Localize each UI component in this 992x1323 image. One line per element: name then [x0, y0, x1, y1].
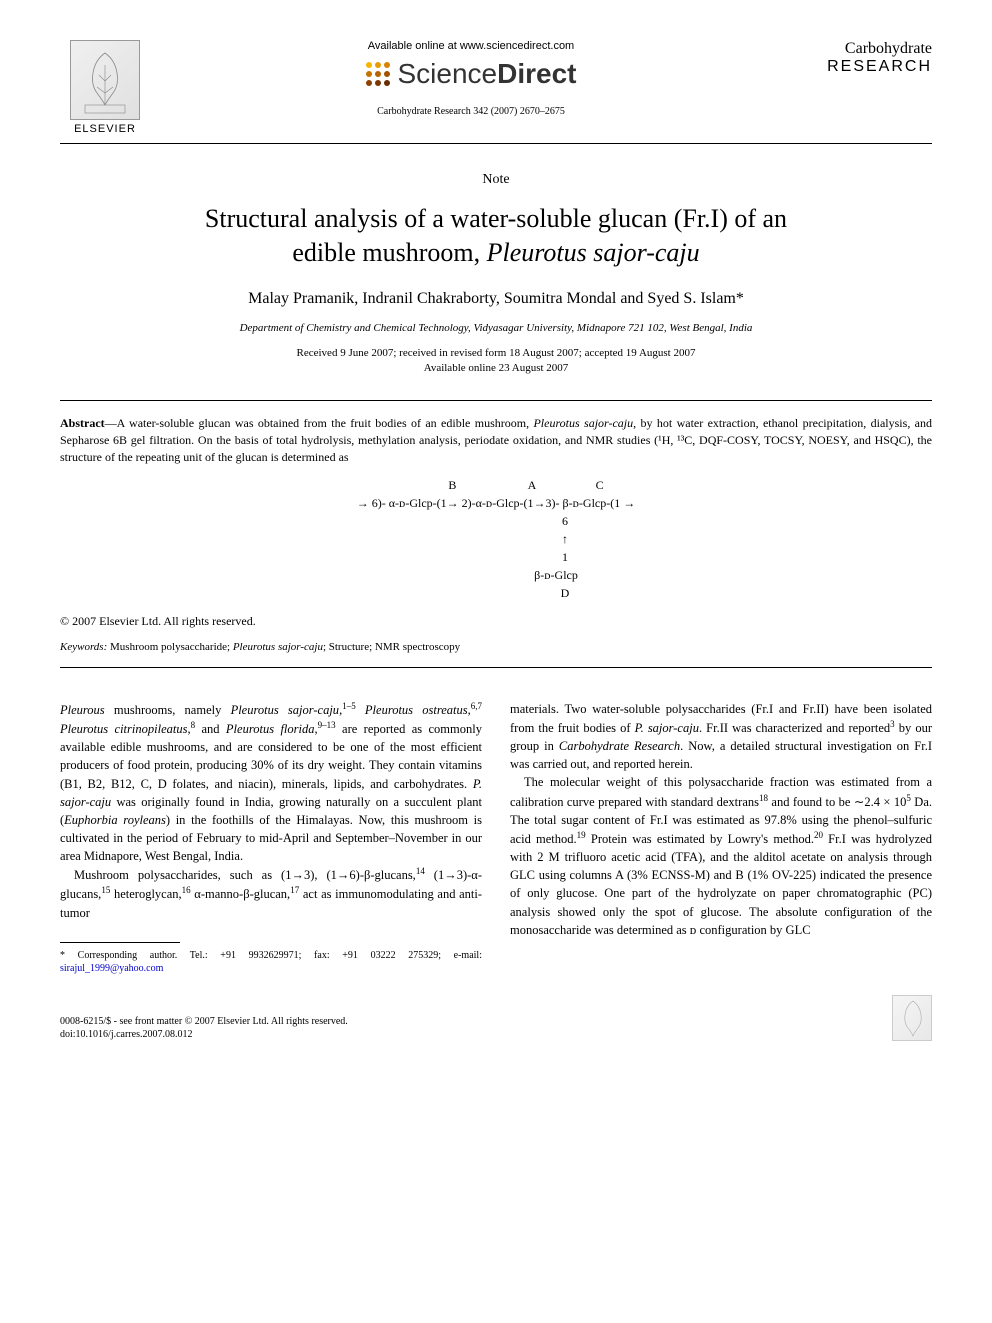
- structure-diagram: B A C → 6)- α-ᴅ-Glcp-(1→ 2)-α-ᴅ-Glcp-(1→…: [60, 476, 932, 602]
- struct-bottom: β-ᴅ-Glcp: [414, 568, 578, 582]
- dates-line1: Received 9 June 2007; received in revise…: [297, 347, 696, 359]
- article-type-label: Note: [60, 172, 932, 188]
- sd-dot: [375, 80, 381, 86]
- sd-dot: [375, 62, 381, 68]
- available-online-text: Available online at www.sciencedirect.co…: [368, 40, 574, 52]
- sd-dot: [366, 62, 372, 68]
- body-columns: Pleurous mushrooms, namely Pleurotus saj…: [60, 700, 932, 975]
- right-column: materials. Two water-soluble polysacchar…: [510, 700, 932, 975]
- keywords-block: Keywords: Mushroom polysaccharide; Pleur…: [60, 641, 932, 653]
- sd-dot: [366, 80, 372, 86]
- corresponding-author-footnote: * Corresponding author. Tel.: +91 993262…: [60, 949, 482, 975]
- abstract-block: Abstract—A water-soluble glucan was obta…: [60, 415, 932, 465]
- divider: [60, 667, 932, 668]
- keywords-label: Keywords:: [60, 641, 107, 653]
- body-paragraph: Pleurous mushrooms, namely Pleurotus saj…: [60, 700, 482, 865]
- copyright-line: © 2007 Elsevier Ltd. All rights reserved…: [60, 614, 932, 629]
- footnote-separator: [60, 942, 180, 943]
- divider: [60, 400, 932, 401]
- body-paragraph: materials. Two water-soluble polysacchar…: [510, 700, 932, 774]
- sd-brand-part1: Science: [398, 58, 498, 89]
- left-column: Pleurous mushrooms, namely Pleurotus saj…: [60, 700, 482, 975]
- struct-6: 6: [424, 514, 568, 528]
- keywords-species: Pleurotus sajor-caju: [233, 641, 323, 653]
- elsevier-small-logo: [892, 995, 932, 1041]
- abstract-label: Abstract: [60, 416, 105, 430]
- journal-reference: Carbohydrate Research 342 (2007) 2670–26…: [377, 106, 565, 117]
- dates-line2: Available online 23 August 2007: [424, 362, 569, 374]
- struct-arrow: ↑: [424, 532, 568, 546]
- sciencedirect-text: ScienceDirect: [398, 58, 577, 90]
- publisher-block: ELSEVIER: [60, 40, 150, 135]
- page-footer: 0008-6215/$ - see front matter © 2007 El…: [60, 995, 932, 1041]
- struct-d: D: [423, 586, 570, 600]
- keywords-pre: Mushroom polysaccharide;: [107, 641, 233, 653]
- abstract-text-pre: —A water-soluble glucan was obtained fro…: [105, 416, 534, 430]
- tree-icon: [75, 45, 135, 115]
- journal-title-word2: RESEARCH: [792, 58, 932, 76]
- journal-title-word1: Carbohydrate: [792, 40, 932, 58]
- sd-dots-icon: [366, 62, 390, 86]
- tree-icon: [893, 996, 933, 1042]
- struct-labels: B A C: [388, 478, 603, 492]
- title-line1: Structural analysis of a water-soluble g…: [205, 204, 787, 233]
- sciencedirect-logo: ScienceDirect: [366, 58, 577, 90]
- keywords-post: ; Structure; NMR spectroscopy: [323, 641, 460, 653]
- body-paragraph: Mushroom polysaccharides, such as (1→3),…: [60, 865, 482, 922]
- sd-dot: [384, 71, 390, 77]
- footer-line1: 0008-6215/$ - see front matter © 2007 El…: [60, 1016, 348, 1027]
- sd-dot: [384, 62, 390, 68]
- abstract-species: Pleurotus sajor-caju: [533, 416, 633, 430]
- journal-title-block: Carbohydrate RESEARCH: [792, 40, 932, 76]
- journal-header: ELSEVIER Available online at www.science…: [60, 40, 932, 144]
- authors: Malay Pramanik, Indranil Chakraborty, So…: [60, 290, 932, 308]
- sd-brand-part2: Direct: [497, 58, 576, 89]
- struct-1: 1: [424, 550, 568, 564]
- article-title: Structural analysis of a water-soluble g…: [60, 202, 932, 270]
- elsevier-tree-logo: [70, 40, 140, 120]
- publisher-name: ELSEVIER: [74, 123, 136, 135]
- sd-dot: [366, 71, 372, 77]
- footer-left: 0008-6215/$ - see front matter © 2007 El…: [60, 1015, 348, 1041]
- author-email-link[interactable]: sirajul_1999@yahoo.com: [60, 963, 163, 974]
- title-line2-pre: edible mushroom,: [292, 238, 486, 267]
- struct-main: → 6)- α-ᴅ-Glcp-(1→ 2)-α-ᴅ-Glcp-(1→3)- β-…: [357, 496, 635, 510]
- sd-dot: [384, 80, 390, 86]
- body-paragraph: The molecular weight of this polysacchar…: [510, 773, 932, 938]
- footnote-text: * Corresponding author. Tel.: +91 993262…: [60, 950, 482, 961]
- title-species: Pleurotus sajor-caju: [487, 238, 700, 267]
- footer-doi: doi:10.1016/j.carres.2007.08.012: [60, 1029, 192, 1040]
- article-dates: Received 9 June 2007; received in revise…: [60, 346, 932, 377]
- affiliation: Department of Chemistry and Chemical Tec…: [60, 322, 932, 334]
- center-header: Available online at www.sciencedirect.co…: [150, 40, 792, 117]
- sd-dot: [375, 71, 381, 77]
